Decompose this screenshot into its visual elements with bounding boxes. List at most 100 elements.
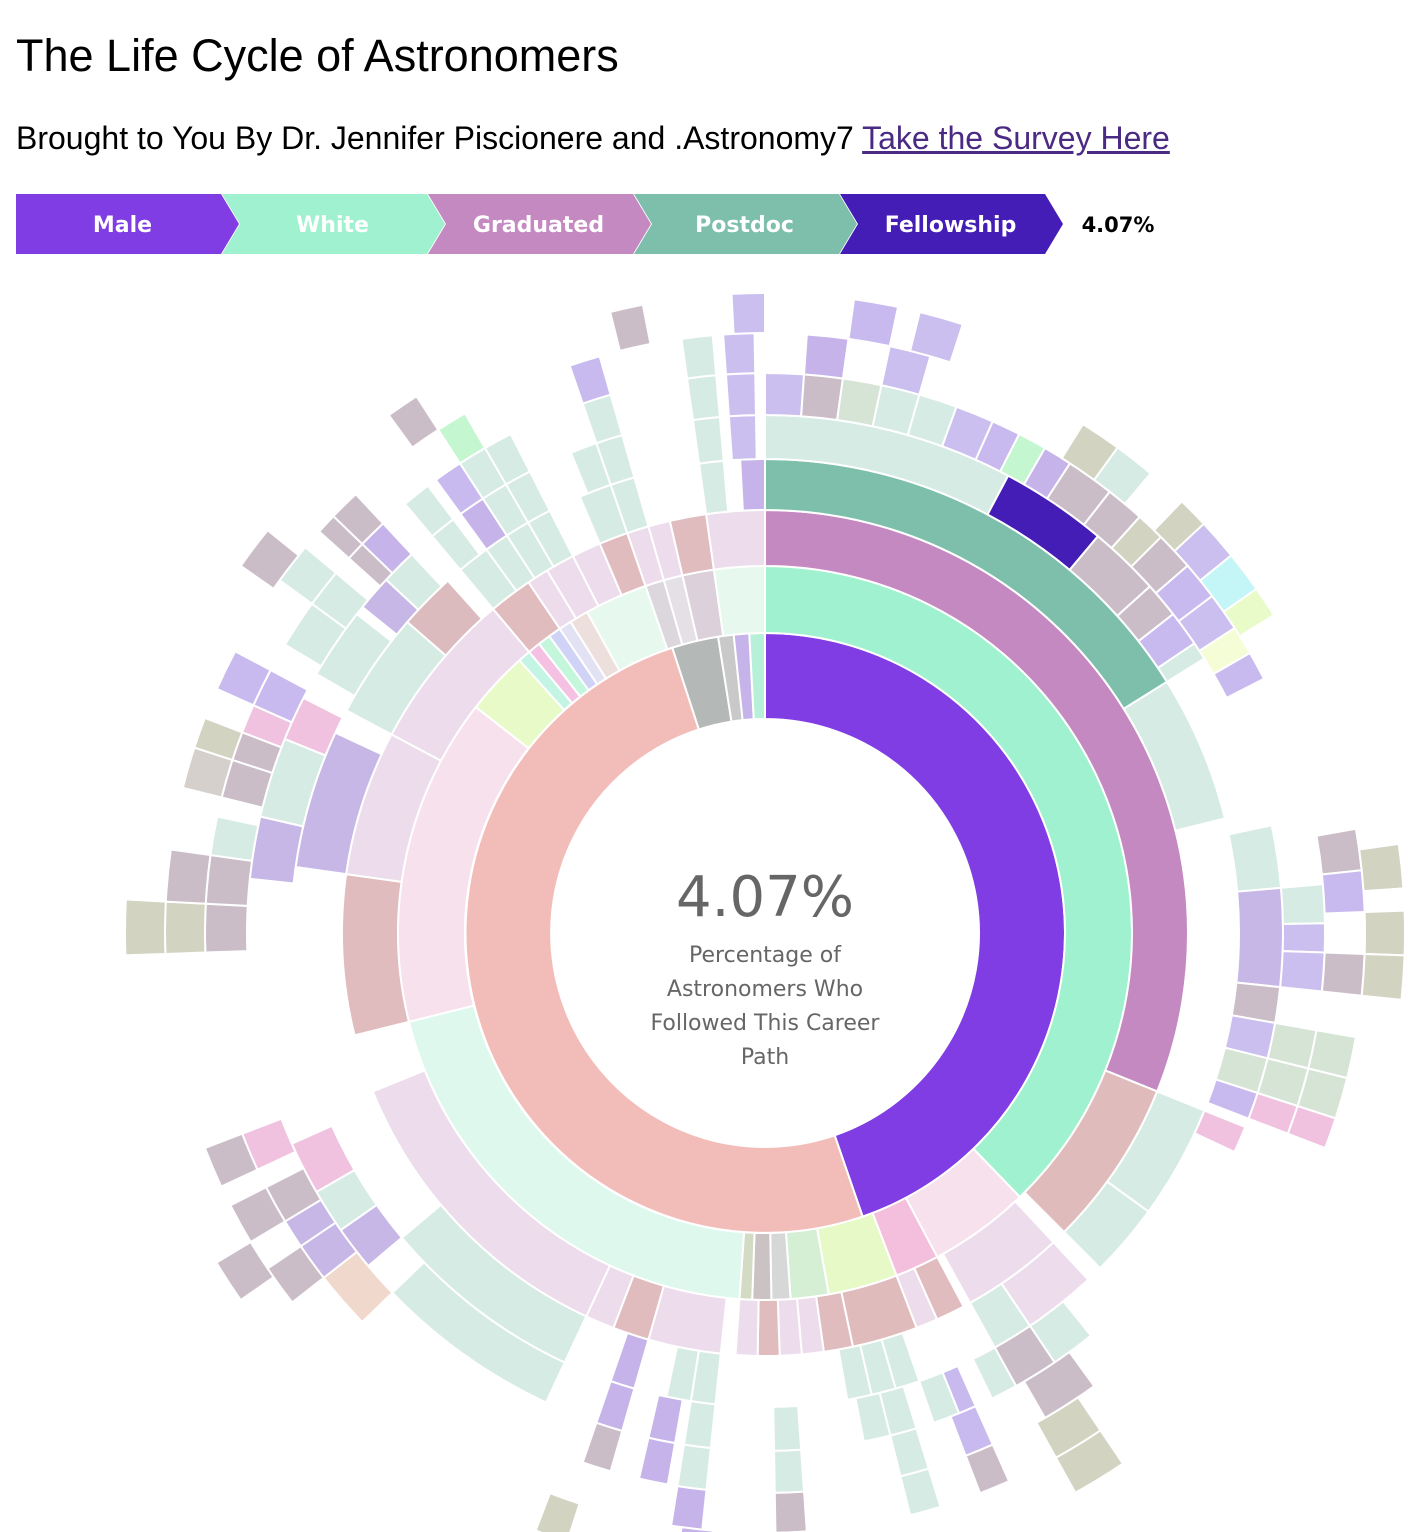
sunburst-segment[interactable] (204, 902, 249, 954)
breadcrumb: Male White Graduated Postdoc Fellowship 4.07% (16, 194, 1216, 254)
sunburst-segment[interactable] (568, 355, 612, 405)
breadcrumb-chevron (16, 194, 239, 254)
center-description-line: Followed This Career (651, 1011, 881, 1036)
sunburst-segment[interactable] (669, 1484, 708, 1531)
sunburst-segment[interactable] (1279, 950, 1326, 993)
sunburst-segment[interactable] (773, 1490, 808, 1532)
sunburst-segment[interactable] (483, 432, 532, 486)
sunburst-segment[interactable] (436, 412, 487, 465)
sunburst-segment[interactable] (637, 1436, 677, 1486)
sunburst-segment[interactable] (266, 1244, 326, 1304)
survey-link[interactable]: Take the Survey Here (862, 120, 1170, 156)
sunburst-segment[interactable] (609, 1331, 650, 1390)
sunburst-segment[interactable] (847, 298, 900, 348)
sunburst-segment[interactable] (727, 414, 758, 462)
sunburst-arcs[interactable] (124, 291, 1406, 1532)
subtitle-text: Brought to You By Dr. Jennifer Piscioner… (16, 120, 854, 156)
sunburst-segment[interactable] (331, 492, 385, 546)
sunburst-segment[interactable] (124, 898, 167, 957)
sunburst-segment[interactable] (964, 1443, 1011, 1495)
sunburst-segment[interactable] (1054, 1429, 1125, 1495)
sunburst-segment[interactable] (730, 291, 766, 335)
sunburst-segment[interactable] (697, 459, 730, 516)
sunburst-segment[interactable] (772, 1404, 803, 1452)
center-description-line: Percentage of (689, 943, 842, 968)
sunburst-segment[interactable] (403, 484, 455, 538)
sunburst-segment[interactable] (164, 848, 212, 905)
sunburst-segment[interactable] (712, 564, 766, 638)
sunburst-segment[interactable] (908, 310, 965, 364)
breadcrumb-label: Graduated (473, 213, 604, 238)
sunburst-segment[interactable] (1286, 1104, 1337, 1150)
sunburst-segment[interactable] (756, 1298, 781, 1357)
sunburst-segment[interactable] (1363, 909, 1406, 957)
sunburst-segment[interactable] (1281, 922, 1326, 954)
sunburst-segment[interactable] (880, 344, 932, 396)
breadcrumb-item-postdoc[interactable]: Postdoc (634, 194, 857, 254)
sunburst-segment[interactable] (734, 1298, 760, 1357)
sunburst-segment[interactable] (1222, 587, 1276, 638)
sunburst-segment[interactable] (608, 303, 652, 353)
sunburst-segment[interactable] (1279, 883, 1326, 925)
page-title: The Life Cycle of Astronomers (16, 30, 619, 81)
sunburst-segment[interactable] (387, 394, 440, 449)
sunburst-segment[interactable] (739, 457, 766, 512)
sunburst-segment[interactable] (676, 1526, 714, 1532)
breadcrumb-item-fellowship[interactable]: Fellowship (840, 194, 1063, 254)
sunburst-segment[interactable] (390, 1260, 567, 1404)
sunburst-segment[interactable] (691, 415, 725, 465)
sunburst-segment[interactable] (1358, 842, 1405, 893)
sunburst-segment[interactable] (971, 1346, 1018, 1400)
sunburst-segment[interactable] (193, 716, 244, 762)
center-description-line: Astronomers Who (667, 977, 863, 1002)
sunburst-segment[interactable] (164, 900, 207, 955)
sunburst-segment[interactable] (1315, 827, 1363, 876)
sunburst-segment[interactable] (647, 1393, 684, 1445)
sunburst-segment[interactable] (1062, 1180, 1150, 1270)
sunburst-segment[interactable] (209, 815, 260, 863)
sunburst-segment[interactable] (685, 374, 721, 422)
sunburst-segment[interactable] (676, 1443, 712, 1492)
sunburst-segment[interactable] (215, 1240, 275, 1302)
sunburst-segment[interactable] (1235, 886, 1284, 989)
sunburst-segment[interactable] (595, 1379, 636, 1433)
sunburst-segment[interactable] (802, 333, 850, 380)
sunburst-segment[interactable] (854, 1391, 892, 1443)
sunburst-segment[interactable] (581, 1421, 624, 1473)
sunburst-segment[interactable] (204, 853, 254, 907)
breadcrumb-chevron (634, 194, 857, 254)
sunburst-segment[interactable] (534, 1491, 581, 1532)
breadcrumb-item-graduated[interactable]: Graduated (428, 194, 651, 254)
sunburst-segment[interactable] (682, 1400, 717, 1450)
sunburst-segment[interactable] (724, 372, 757, 418)
sunburst-chart[interactable]: 4.07% Percentage of Astronomers Who Follow… (0, 260, 1408, 1532)
sunburst-segment[interactable] (1320, 869, 1366, 915)
sunburst-segment[interactable] (705, 508, 766, 571)
sunburst-segment[interactable] (1122, 680, 1227, 832)
sunburst-segment[interactable] (769, 1231, 792, 1301)
center-percentage: 4.07% (676, 865, 854, 930)
sunburst-segment[interactable] (215, 649, 272, 707)
sunburst-segment[interactable] (1320, 951, 1366, 997)
sunburst-segment[interactable] (229, 1185, 287, 1244)
center-description-line: Path (741, 1045, 789, 1070)
sunburst-segment[interactable] (1227, 824, 1283, 893)
sunburst-segment[interactable] (1212, 651, 1266, 700)
sunburst-segment[interactable] (899, 1467, 942, 1517)
sunburst-segment[interactable] (341, 873, 411, 1037)
breadcrumb-item-white[interactable]: White (222, 194, 445, 254)
sunburst-segment[interactable] (1193, 1109, 1247, 1154)
sunburst-segment[interactable] (776, 1297, 803, 1357)
breadcrumb-item-male[interactable]: Male (16, 194, 239, 254)
sunburst-segment[interactable] (889, 1427, 930, 1478)
sunburst-segment[interactable] (680, 334, 718, 380)
breadcrumb-chevron (222, 194, 445, 254)
sunburst-segment[interactable] (203, 1132, 259, 1188)
sunburst-segment[interactable] (239, 528, 301, 591)
sunburst-segment[interactable] (722, 332, 757, 376)
sunburst-segment[interactable] (764, 371, 806, 418)
sunburst-segment[interactable] (1360, 952, 1406, 1001)
sunburst-segment[interactable] (800, 373, 845, 422)
sunburst-segment[interactable] (1092, 446, 1153, 506)
sunburst-segment[interactable] (773, 1448, 806, 1494)
